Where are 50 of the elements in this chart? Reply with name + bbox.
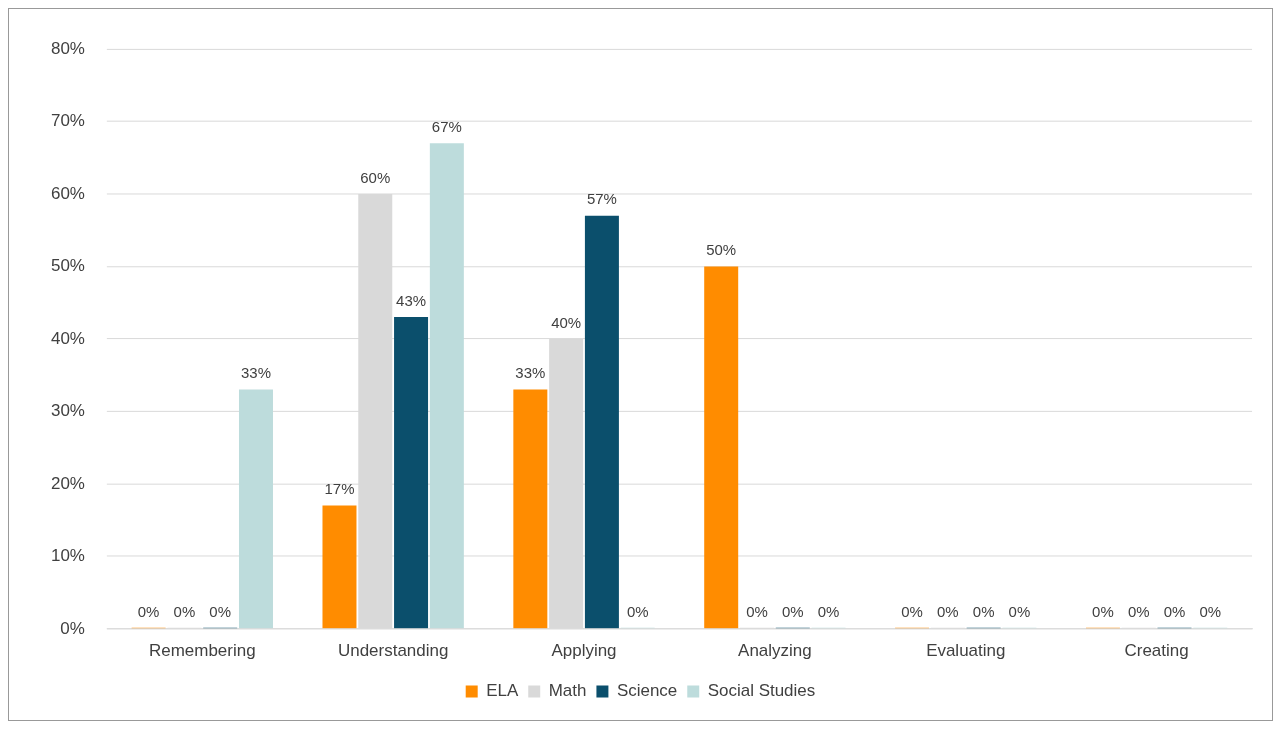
- data-label: 40%: [551, 313, 582, 331]
- data-label: 0%: [817, 602, 840, 620]
- x-tick-label: Analyzing: [738, 640, 812, 660]
- bar: [513, 389, 548, 629]
- bar: [704, 266, 739, 629]
- bar: [584, 215, 619, 629]
- data-label: 33%: [515, 364, 546, 382]
- y-tick-label: 20%: [50, 473, 85, 493]
- data-label: 0%: [1127, 602, 1150, 620]
- data-label: 0%: [1092, 602, 1114, 620]
- legend-label: Science: [616, 681, 678, 701]
- data-label: 0%: [746, 602, 768, 620]
- y-tick-label: 30%: [50, 401, 85, 421]
- legend-label: Social Studies: [707, 681, 816, 701]
- data-label: 0%: [937, 602, 959, 620]
- y-tick-label: 80%: [50, 38, 85, 58]
- data-label: 0%: [626, 602, 649, 620]
- x-tick-label: Evaluating: [926, 640, 1006, 660]
- bar: [394, 317, 429, 629]
- x-tick-label: Remembering: [149, 640, 256, 660]
- y-tick-label: 60%: [50, 183, 85, 203]
- data-label: 0%: [901, 602, 923, 620]
- data-label: 50%: [706, 241, 737, 259]
- data-label: 0%: [173, 602, 196, 620]
- x-tick-label: Creating: [1124, 640, 1189, 660]
- x-tick-label: Applying: [551, 640, 617, 660]
- data-label: 60%: [360, 168, 391, 186]
- data-label: 57%: [586, 190, 617, 208]
- y-tick-label: 40%: [50, 328, 85, 348]
- data-label: 0%: [972, 602, 995, 620]
- bar: [238, 389, 273, 629]
- legend-label: Math: [548, 681, 587, 701]
- data-label: 0%: [1163, 602, 1186, 620]
- data-label: 0%: [137, 602, 160, 620]
- x-tick-label: Understanding: [337, 640, 449, 660]
- y-tick-label: 0%: [60, 618, 85, 638]
- bar: [322, 505, 357, 629]
- data-label: 0%: [1008, 602, 1031, 620]
- data-label: 33%: [241, 364, 271, 382]
- y-tick-label: 10%: [50, 546, 85, 566]
- legend-label: ELA: [486, 681, 519, 701]
- data-label: 0%: [1199, 602, 1222, 620]
- data-label: 17%: [324, 480, 355, 498]
- data-label: 43%: [396, 291, 427, 309]
- data-label: 67%: [431, 117, 462, 135]
- data-label: 0%: [781, 602, 804, 620]
- y-tick-label: 70%: [50, 111, 85, 131]
- bar: [429, 143, 464, 629]
- y-tick-label: 50%: [50, 256, 85, 276]
- data-label: 0%: [209, 602, 232, 620]
